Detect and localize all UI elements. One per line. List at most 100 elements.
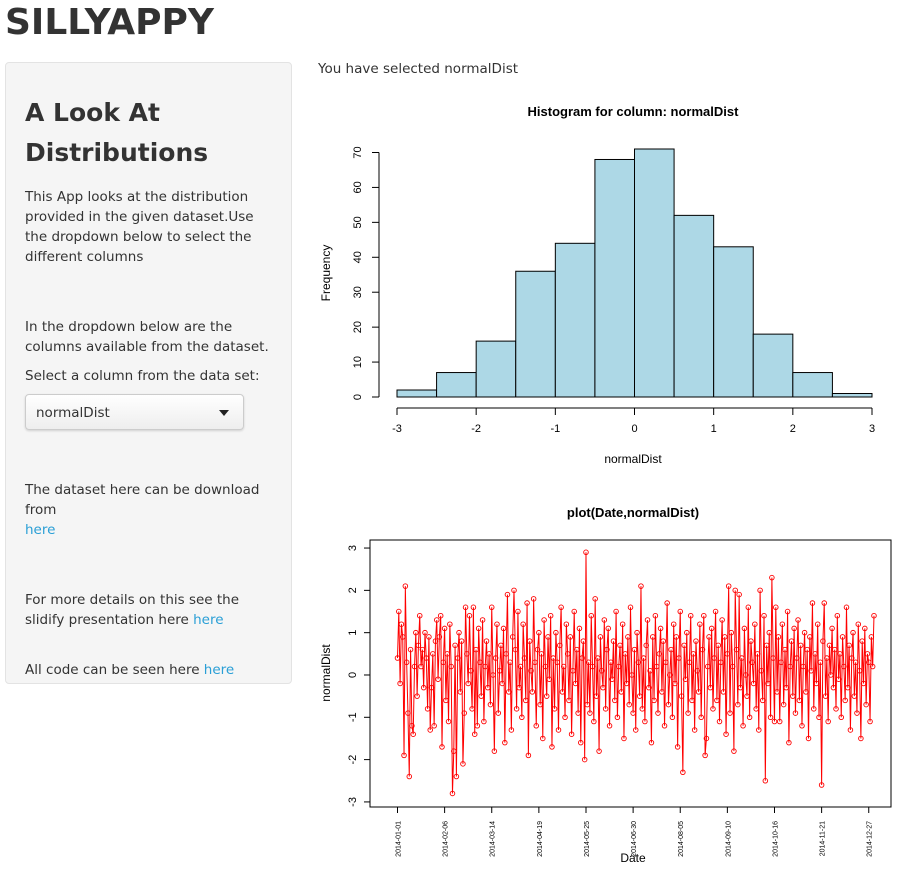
download-link[interactable]: here bbox=[25, 522, 56, 538]
data-point bbox=[687, 612, 694, 619]
data-point bbox=[409, 723, 415, 729]
x-axis-label: normalDist bbox=[604, 452, 662, 466]
data-point bbox=[845, 684, 851, 691]
data-point bbox=[407, 646, 414, 653]
data-point bbox=[691, 727, 698, 733]
y-axis-label: Frequency bbox=[319, 245, 333, 302]
y-tick-label: 0 bbox=[352, 394, 364, 400]
data-point bbox=[623, 680, 630, 687]
data-point bbox=[779, 621, 786, 627]
y-tick-label: -3 bbox=[347, 797, 359, 807]
data-point bbox=[410, 731, 416, 737]
data-point bbox=[398, 621, 405, 627]
data-point bbox=[826, 642, 833, 649]
bar bbox=[475, 340, 517, 398]
data-point bbox=[737, 684, 744, 691]
data-point bbox=[684, 629, 690, 636]
data-point bbox=[601, 617, 608, 623]
data-point bbox=[434, 617, 440, 623]
data-point bbox=[414, 693, 420, 699]
data-point bbox=[443, 697, 449, 704]
data-point bbox=[759, 697, 766, 704]
data-point bbox=[728, 629, 735, 636]
data-point bbox=[680, 769, 686, 776]
data-point bbox=[644, 617, 651, 623]
data-point bbox=[491, 748, 498, 754]
sidebar: A Look At Distributions This App looks a… bbox=[5, 62, 292, 684]
data-point bbox=[610, 638, 617, 644]
data-point bbox=[804, 646, 810, 653]
bar bbox=[792, 372, 833, 398]
data-point bbox=[694, 667, 701, 674]
data-point bbox=[656, 651, 663, 657]
data-point bbox=[591, 718, 597, 725]
data-point bbox=[542, 663, 549, 670]
data-point bbox=[707, 684, 714, 691]
data-point bbox=[583, 549, 589, 556]
data-point bbox=[396, 608, 402, 615]
data-point bbox=[775, 634, 782, 640]
data-point bbox=[618, 689, 625, 695]
data-point bbox=[672, 680, 678, 687]
data-point bbox=[784, 608, 791, 615]
data-point bbox=[533, 723, 539, 729]
download-text: The dataset here can be download from her… bbox=[25, 480, 272, 540]
data-point bbox=[600, 684, 606, 691]
data-point bbox=[588, 612, 594, 619]
intro-text: This App looks at the distribution provi… bbox=[25, 189, 254, 265]
x-tick-label: -2 bbox=[471, 423, 481, 435]
y-tick-label: 40 bbox=[352, 251, 364, 263]
x-tick-label: 1 bbox=[711, 423, 717, 435]
data-point bbox=[636, 693, 643, 699]
data-point bbox=[795, 617, 801, 623]
data-point bbox=[465, 680, 471, 687]
y-tick-label: 2 bbox=[347, 587, 359, 593]
x-tick-label: 3 bbox=[869, 423, 875, 435]
code-label: All code can be seen here bbox=[25, 662, 200, 678]
data-point bbox=[852, 659, 859, 666]
code-link[interactable]: here bbox=[203, 662, 235, 678]
data-point bbox=[617, 642, 623, 649]
data-point bbox=[714, 697, 720, 704]
data-point bbox=[464, 651, 470, 657]
data-point bbox=[770, 655, 776, 661]
data-point bbox=[560, 663, 567, 670]
data-point bbox=[449, 790, 456, 797]
data-point bbox=[871, 612, 877, 619]
data-point bbox=[456, 629, 462, 636]
plot-box bbox=[369, 539, 892, 808]
data-point bbox=[825, 718, 831, 725]
data-point bbox=[541, 617, 547, 623]
data-point bbox=[786, 739, 792, 746]
data-point bbox=[803, 689, 809, 695]
data-point bbox=[487, 701, 494, 708]
data-point bbox=[554, 659, 560, 666]
data-point bbox=[727, 710, 733, 716]
slidify-link[interactable]: here bbox=[193, 612, 224, 628]
data-point bbox=[648, 739, 655, 746]
data-point bbox=[627, 604, 634, 611]
code-text: All code can be seen here here bbox=[25, 660, 272, 680]
data-point bbox=[702, 752, 708, 759]
data-point bbox=[783, 684, 790, 691]
data-point bbox=[711, 655, 718, 661]
data-point bbox=[867, 718, 873, 725]
data-point bbox=[650, 634, 656, 640]
data-point bbox=[834, 612, 841, 619]
data-point bbox=[575, 710, 581, 716]
data-point bbox=[869, 663, 876, 670]
data-point bbox=[718, 659, 724, 666]
column-select[interactable]: normalDist bbox=[25, 394, 244, 430]
data-point bbox=[630, 710, 636, 716]
data-point bbox=[710, 706, 716, 712]
data-point bbox=[427, 727, 433, 733]
data-point bbox=[820, 638, 826, 644]
data-point bbox=[690, 651, 697, 657]
data-point bbox=[555, 727, 562, 733]
data-point bbox=[757, 587, 763, 594]
data-point bbox=[701, 612, 707, 619]
data-point bbox=[436, 634, 443, 640]
data-point bbox=[681, 642, 687, 649]
data-point bbox=[452, 642, 458, 649]
data-point bbox=[780, 701, 787, 708]
